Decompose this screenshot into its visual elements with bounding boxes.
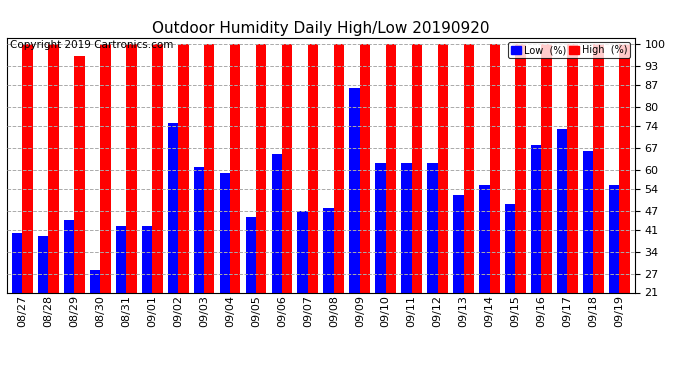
Bar [324, 207, 334, 292]
Bar [386, 44, 396, 292]
Bar [609, 186, 619, 292]
Bar [178, 44, 188, 292]
Bar [542, 44, 552, 292]
Bar [168, 123, 178, 292]
Bar [308, 44, 318, 292]
Bar [567, 44, 578, 292]
Bar [531, 144, 542, 292]
Bar [359, 44, 370, 292]
Bar [126, 44, 137, 292]
Bar [489, 44, 500, 292]
Bar [349, 88, 359, 292]
Bar [375, 164, 386, 292]
Bar [204, 44, 215, 292]
Bar [230, 44, 240, 292]
Bar [453, 195, 464, 292]
Bar [437, 44, 448, 292]
Bar [116, 226, 126, 292]
Bar [427, 164, 437, 292]
Bar [142, 226, 152, 292]
Bar [515, 44, 526, 292]
Bar [282, 44, 293, 292]
Bar [90, 270, 100, 292]
Title: Outdoor Humidity Daily High/Low 20190920: Outdoor Humidity Daily High/Low 20190920 [152, 21, 490, 36]
Bar [219, 173, 230, 292]
Bar [23, 44, 33, 292]
Bar [297, 211, 308, 292]
Bar [256, 44, 266, 292]
Bar [38, 236, 48, 292]
Bar [75, 56, 85, 292]
Legend: Low  (%), High  (%): Low (%), High (%) [508, 42, 630, 58]
Bar [412, 44, 422, 292]
Bar [246, 217, 256, 292]
Text: Copyright 2019 Cartronics.com: Copyright 2019 Cartronics.com [10, 40, 173, 50]
Bar [272, 154, 282, 292]
Bar [334, 44, 344, 292]
Bar [64, 220, 75, 292]
Bar [593, 44, 604, 292]
Bar [48, 44, 59, 292]
Bar [557, 129, 567, 292]
Bar [619, 44, 629, 292]
Bar [100, 44, 110, 292]
Bar [583, 151, 593, 292]
Bar [402, 164, 412, 292]
Bar [12, 232, 23, 292]
Bar [464, 44, 474, 292]
Bar [479, 186, 489, 292]
Bar [152, 44, 163, 292]
Bar [194, 166, 204, 292]
Bar [505, 204, 515, 292]
